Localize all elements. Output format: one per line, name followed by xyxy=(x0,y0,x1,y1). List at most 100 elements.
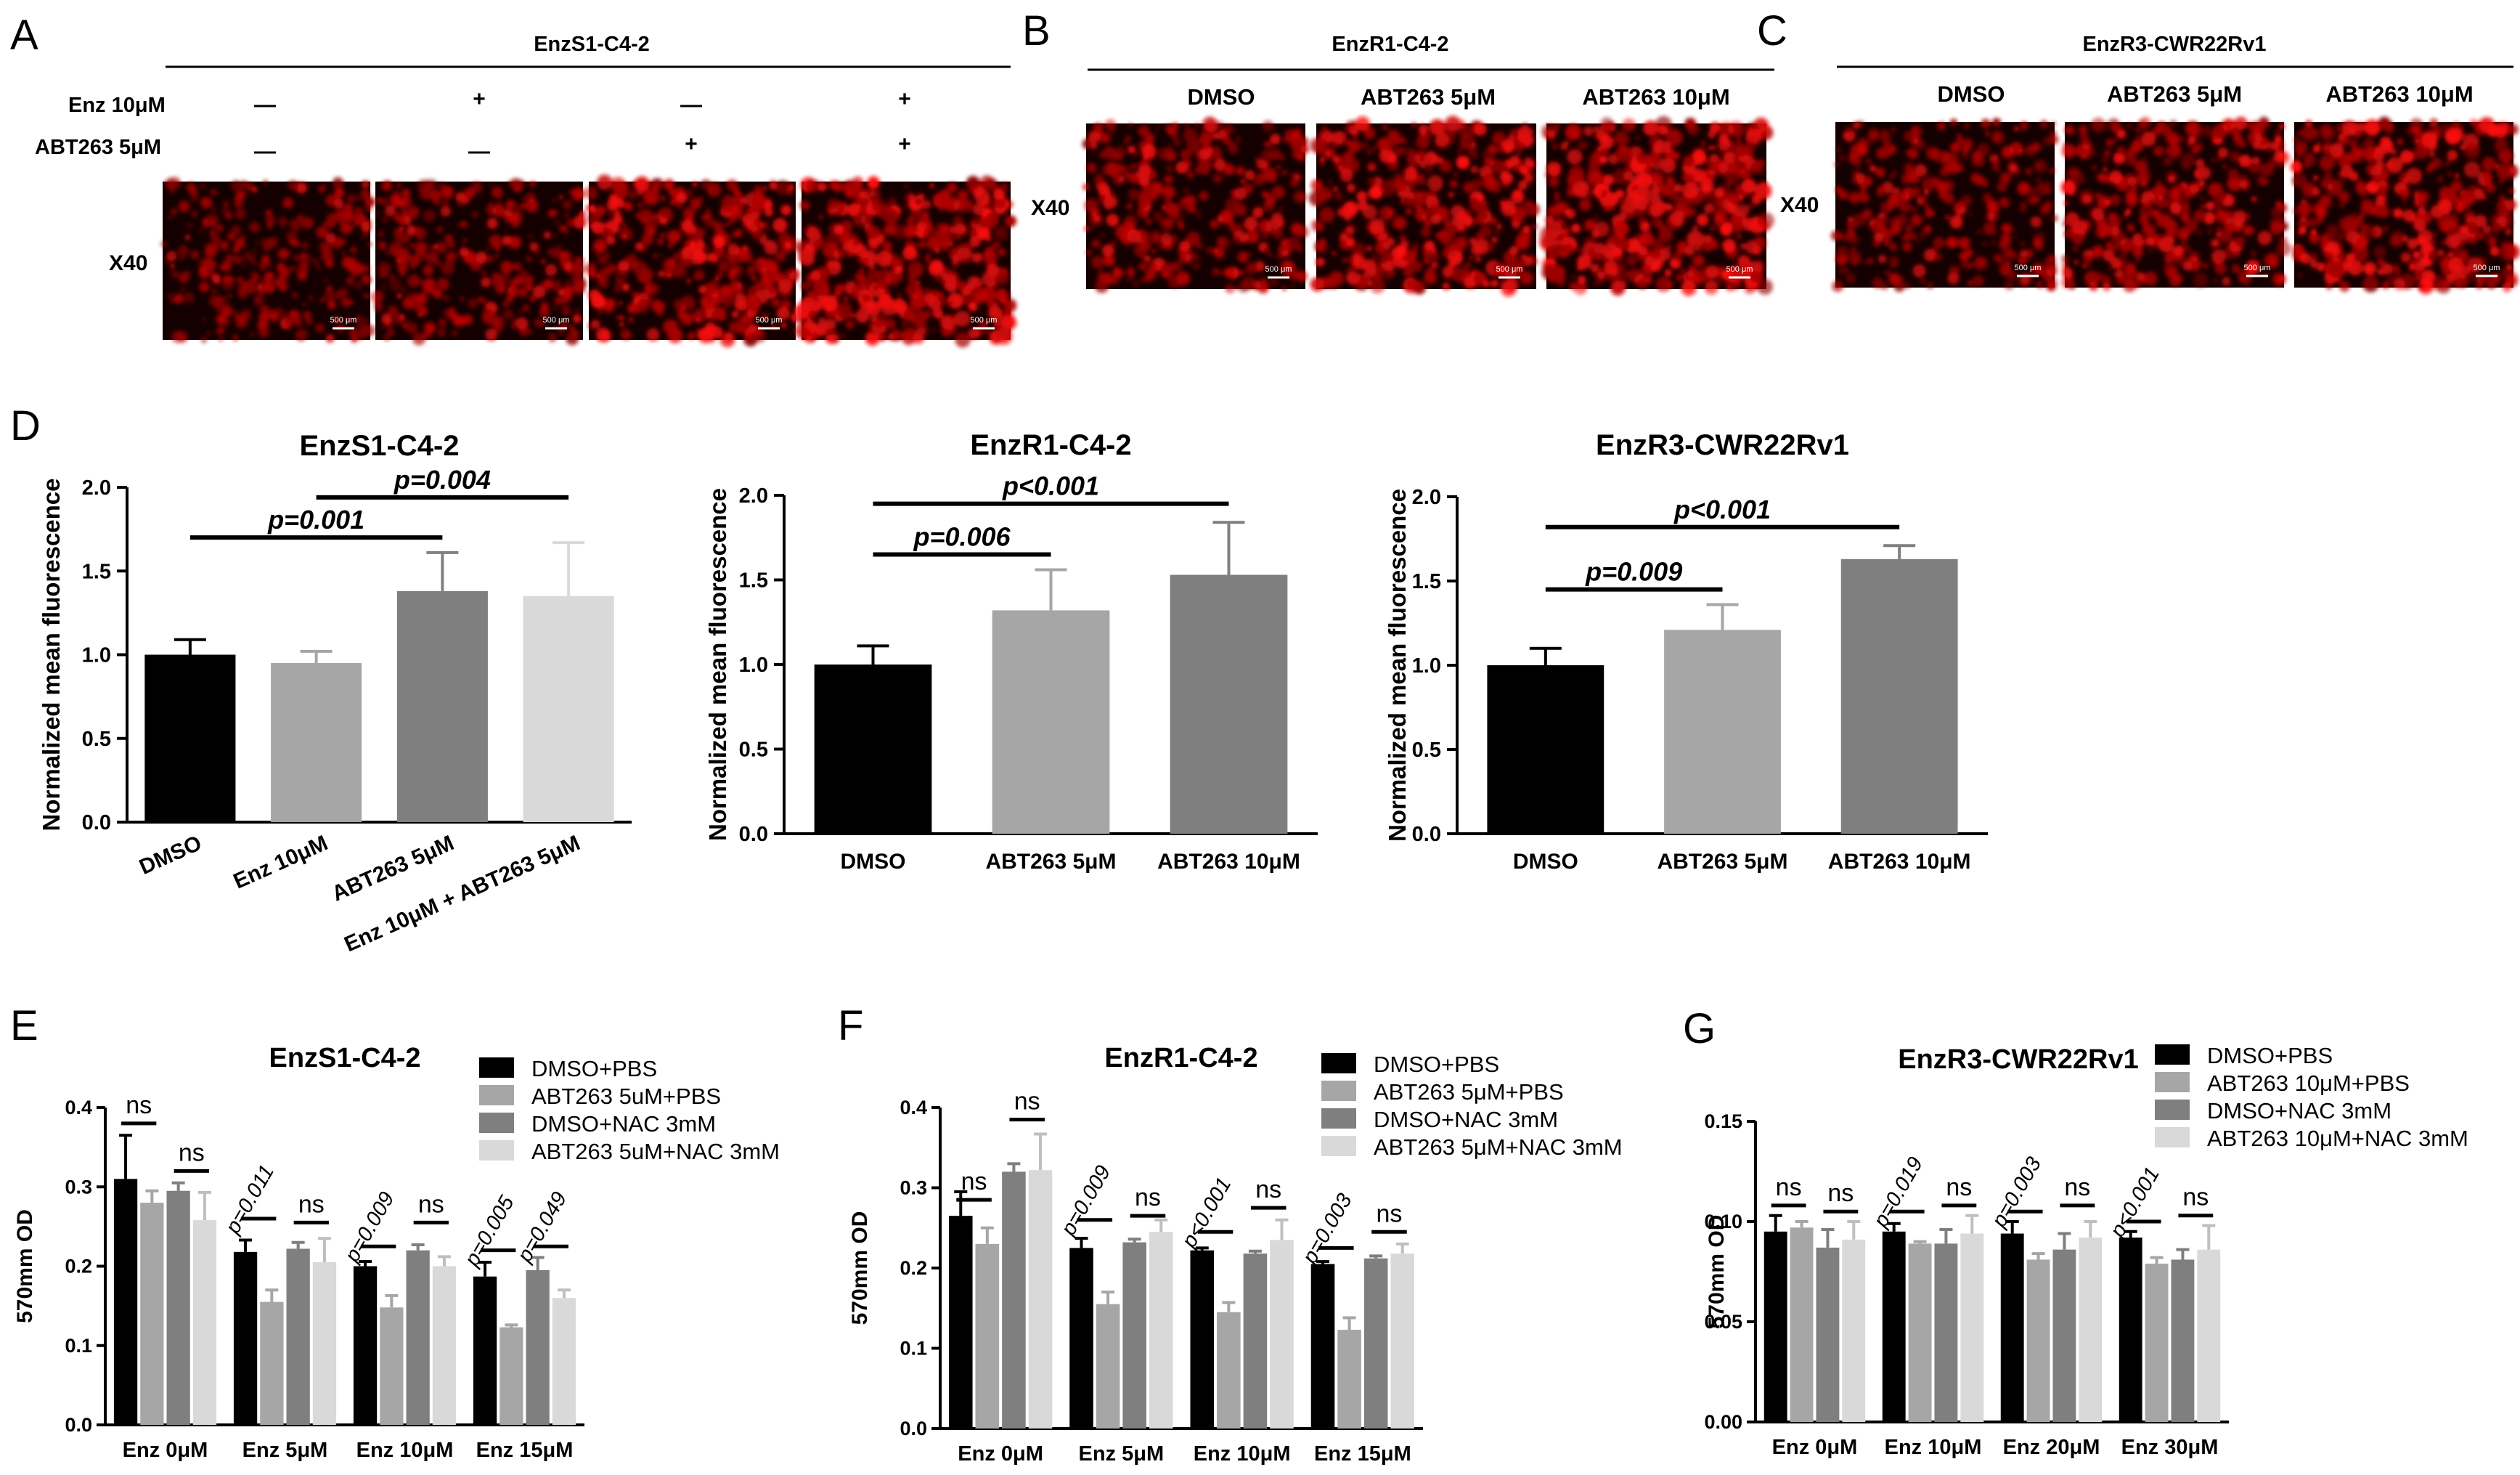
bar xyxy=(1390,1253,1415,1429)
bar xyxy=(2171,1259,2195,1422)
bar xyxy=(1337,1330,1361,1429)
significance-label: ns xyxy=(126,1092,152,1119)
significance-label: p=0.011 xyxy=(221,1161,279,1238)
panel-a-micrograph-4: 500 μm xyxy=(794,175,1017,348)
chart-d-enzr3-cwr22rv1: EnzR3-CWR22Rv1 Normalized mean fluorescen… xyxy=(1384,429,1988,874)
bar xyxy=(1028,1170,1053,1429)
y-tick-label: 0.1 xyxy=(900,1338,927,1360)
y-tick-label: 0.4 xyxy=(65,1097,92,1118)
bar xyxy=(948,1216,973,1429)
bar xyxy=(2000,1233,2024,1422)
bar xyxy=(1170,574,1288,834)
x-tick-label: ABT263 10μM xyxy=(1157,850,1300,874)
x-tick-label: Enz 20μM xyxy=(2003,1436,2100,1459)
y-tick-label: 0.0 xyxy=(1412,823,1441,846)
y-tick-label: 0.0 xyxy=(900,1418,927,1439)
bar xyxy=(380,1307,404,1425)
x-tick-label: Enz 0μM xyxy=(958,1442,1043,1466)
legend-swatch xyxy=(1321,1136,1356,1156)
legend-label: ABT263 5μM+PBS xyxy=(1374,1079,1564,1105)
legend-label: ABT263 5uM+NAC 3mM xyxy=(531,1139,780,1164)
bar xyxy=(1487,665,1604,834)
panel-a-magnification: X40 xyxy=(109,251,147,275)
bar xyxy=(1217,1312,1241,1429)
chart-e-enzs1-c4-2: EnzS1-C4-2 570mm OD 0.0 0.1 0.2 0.3 0.4 Enz 0μM… xyxy=(13,1043,780,1462)
legend-swatch xyxy=(479,1057,514,1078)
panel-b-micrograph-2: 500 μm xyxy=(1308,115,1541,297)
legend-label: DMSO+PBS xyxy=(2207,1043,2333,1068)
panel-a-micrograph-3: 500 μm xyxy=(584,174,800,348)
bar xyxy=(166,1190,190,1425)
bar xyxy=(1243,1253,1268,1429)
bar xyxy=(975,1243,1000,1429)
x-tick-label: Enz 15μM xyxy=(476,1439,574,1462)
legend-swatch xyxy=(479,1140,514,1161)
legend-label: DMSO+PBS xyxy=(531,1056,657,1081)
scale-bar-label: 500 μm xyxy=(543,316,570,325)
significance-label: ns xyxy=(298,1190,325,1218)
y-tick-label: 2.0 xyxy=(82,476,111,500)
bar xyxy=(2026,1259,2050,1422)
legend-swatch xyxy=(479,1085,514,1105)
bar xyxy=(432,1266,457,1425)
x-tick-label: Enz 30μM xyxy=(2121,1436,2219,1459)
bar xyxy=(1763,1231,1787,1422)
significance-label: p<0.001 xyxy=(1177,1174,1236,1252)
legend-label: DMSO+NAC 3mM xyxy=(531,1111,716,1137)
bar xyxy=(312,1262,337,1425)
y-tick-label: 0.0 xyxy=(739,823,768,846)
scale-bar-label: 500 μm xyxy=(330,316,357,325)
y-axis-label: 570mm OD xyxy=(1705,1215,1729,1329)
chart-title: EnzR1-C4-2 xyxy=(1104,1043,1257,1073)
x-tick-label: Enz 10μM xyxy=(1885,1436,1982,1459)
panel-c-micrograph-1: 500 μm xyxy=(1830,118,2059,292)
bar xyxy=(1842,1239,1866,1422)
y-tick-label: 1.5 xyxy=(1412,570,1441,593)
bar xyxy=(1790,1227,1814,1422)
chart-g-enzr3-cwr22rv1: EnzR3-CWR22Rv1 570mm OD 0.00 0.05 0.10 0.15 En… xyxy=(1704,1043,2468,1459)
significance-label: ns xyxy=(1776,1174,1802,1201)
y-axis-label: 570mm OD xyxy=(13,1209,37,1323)
bar xyxy=(192,1220,217,1425)
chart-title: EnzS1-C4-2 xyxy=(299,430,459,462)
bar xyxy=(1310,1264,1335,1429)
bar xyxy=(1363,1258,1388,1429)
chart-title: EnzS1-C4-2 xyxy=(269,1043,420,1073)
y-tick-label: 0.05 xyxy=(1704,1311,1742,1333)
chart-d-enzr1-c4-2: EnzR1-C4-2 Normalized mean fluorescence 0.… xyxy=(704,429,1318,874)
significance-label: p=0.019 xyxy=(1869,1153,1928,1232)
x-tick-label: DMSO xyxy=(136,831,205,879)
significance-label: p=0.004 xyxy=(394,465,491,495)
panel-letter-d: D xyxy=(10,402,41,450)
legend-swatch xyxy=(2155,1100,2190,1120)
significance-label: ns xyxy=(418,1190,444,1218)
bar xyxy=(140,1203,164,1425)
y-tick-label: 0.2 xyxy=(65,1256,92,1277)
bar xyxy=(523,596,614,822)
panel-a-micrograph-1: 500 μm xyxy=(160,176,376,344)
scale-bar-label: 500 μm xyxy=(2015,264,2042,272)
y-axis-label: Normalized mean fluorescence xyxy=(1384,489,1411,842)
significance-label: p=0.009 xyxy=(1585,557,1682,587)
panel-a-micrograph-2: 500 μm xyxy=(370,178,587,346)
legend-swatch xyxy=(2155,1072,2190,1092)
scale-bar-label: 500 μm xyxy=(2474,264,2500,272)
bar xyxy=(260,1301,284,1425)
panel-b-col-label-3: ABT263 10μM xyxy=(1582,84,1729,110)
significance-label: ns xyxy=(1014,1088,1040,1116)
x-tick-label: Enz 15μM xyxy=(1314,1442,1411,1466)
y-tick-label: 2.0 xyxy=(739,484,768,508)
bar xyxy=(233,1251,258,1425)
x-tick-label: Enz 0μM xyxy=(123,1439,208,1462)
bar xyxy=(1882,1231,1906,1422)
legend-swatch xyxy=(1321,1053,1356,1073)
bar xyxy=(2197,1249,2221,1422)
y-tick-label: 0.2 xyxy=(900,1257,927,1279)
significance-label: ns xyxy=(2182,1184,2209,1211)
significance-label: p=0.009 xyxy=(341,1188,399,1267)
x-tick-label: Enz 0μM xyxy=(1772,1436,1858,1459)
bar xyxy=(1190,1250,1215,1429)
panel-c-title: EnzR3-CWR22Rv1 xyxy=(2083,33,2267,56)
bar xyxy=(144,654,236,822)
